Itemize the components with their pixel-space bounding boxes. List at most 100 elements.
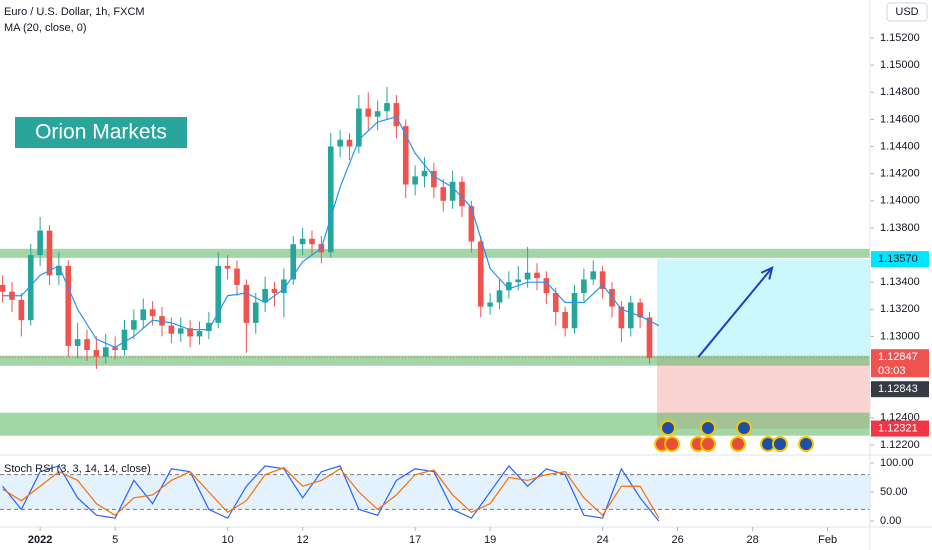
- candle-body: [112, 347, 118, 350]
- candle-body: [599, 271, 606, 289]
- y-tick-label: 1.14800: [880, 86, 920, 98]
- event-icons: [654, 420, 814, 452]
- candle-body: [618, 306, 625, 329]
- support-resistance-zone: [0, 248, 870, 258]
- candle-body: [402, 126, 409, 185]
- y-tick-label: 1.12200: [880, 439, 920, 451]
- currency-label[interactable]: USD: [895, 6, 918, 18]
- candle-body: [412, 176, 418, 185]
- stop-price-label-box: [871, 420, 929, 437]
- x-tick-label: 5: [112, 534, 118, 546]
- candle-body: [487, 302, 493, 307]
- candle-body: [74, 339, 81, 346]
- candle-body: [121, 329, 128, 350]
- candle-body: [168, 325, 175, 334]
- y-tick-label: 0.00: [880, 515, 901, 527]
- candle-body: [243, 284, 250, 323]
- candle-body: [581, 279, 587, 294]
- candle-body: [309, 238, 315, 245]
- candle-body: [46, 230, 53, 276]
- candle-body: [524, 272, 531, 280]
- candle-body: [65, 265, 72, 346]
- candle-body: [84, 339, 90, 350]
- x-tick-label: Feb: [818, 534, 837, 546]
- oscillator-title: Stoch RSI (3, 3, 14, 14, close): [4, 463, 151, 475]
- candle-body: [440, 187, 447, 201]
- candle-body: [215, 265, 222, 323]
- x-tick-label: 17: [409, 534, 421, 546]
- candle-body: [393, 103, 400, 127]
- candle-body: [271, 288, 278, 294]
- entry-price-label: 1.12847: [878, 351, 918, 363]
- candle-body: [496, 290, 503, 303]
- target-price-label: 1.13570: [878, 253, 918, 265]
- event-icon[interactable]: [772, 436, 788, 452]
- candle-body: [159, 316, 165, 326]
- candle-body: [37, 230, 43, 256]
- candle-body: [365, 108, 372, 117]
- x-tick-label: 12: [297, 534, 309, 546]
- candle-body: [0, 284, 6, 292]
- y-tick-label: 1.14400: [880, 140, 920, 152]
- candle-body: [27, 255, 34, 321]
- candle-body: [56, 265, 62, 276]
- candle-body: [337, 139, 343, 147]
- candle-body: [346, 139, 353, 147]
- stop-price-label: 1.12321: [878, 422, 918, 434]
- candle-body: [468, 206, 475, 242]
- watermark-box: [15, 117, 187, 148]
- y-tick-label: 1.14600: [880, 113, 920, 125]
- candle-body: [149, 309, 156, 317]
- candle-body: [206, 322, 212, 332]
- y-tick-label: 1.15000: [880, 59, 920, 71]
- oscillator-line: [2, 466, 660, 519]
- x-tick-label: 24: [597, 534, 609, 546]
- candle-body: [590, 271, 597, 280]
- y-tick-label: 1.15200: [880, 32, 920, 44]
- candle-body: [431, 170, 437, 188]
- candle-body: [459, 181, 465, 207]
- currency-badge[interactable]: [886, 2, 928, 22]
- oscillator-line: [2, 464, 660, 522]
- event-icon[interactable]: [736, 420, 752, 436]
- candle-body: [449, 181, 456, 201]
- chart-title: Euro / U.S. Dollar, 1h, FXCM: [4, 6, 145, 18]
- entry-price-label-box: [871, 349, 929, 378]
- y-tick-label: 1.14000: [880, 195, 920, 207]
- event-icon[interactable]: [730, 436, 746, 452]
- y-tick-label: 1.13000: [880, 330, 920, 342]
- candle-body: [646, 317, 653, 359]
- projection-arrow: [697, 267, 773, 358]
- y-tick-label: 1.13800: [880, 222, 920, 234]
- last-price-label: 1.12843: [878, 383, 918, 395]
- event-icon[interactable]: [700, 420, 716, 436]
- y-tick-label: 1.13200: [880, 303, 920, 315]
- x-tick-label: 10: [222, 534, 234, 546]
- candle-body: [131, 320, 137, 330]
- event-icon[interactable]: [700, 436, 716, 452]
- price-axis: 1.15200 1.15000 1.14800 1.14600 1.14400 1.142…: [870, 32, 929, 527]
- candle-body: [262, 288, 268, 303]
- y-tick-label: 1.14200: [880, 168, 920, 180]
- candle-body: [562, 312, 568, 329]
- candle-body: [506, 282, 512, 291]
- candle-body: [252, 302, 259, 323]
- candle-body: [299, 238, 306, 245]
- candle-body: [477, 241, 484, 307]
- candle-body: [18, 299, 25, 321]
- event-icon[interactable]: [664, 436, 680, 452]
- moving-average-line: [2, 115, 660, 348]
- plot-area: [0, 86, 870, 522]
- event-icon[interactable]: [660, 420, 676, 436]
- candle-body: [177, 328, 184, 334]
- candle-body: [196, 331, 203, 337]
- event-icon[interactable]: [798, 436, 814, 452]
- candle-body: [421, 170, 428, 177]
- x-tick-label: 28: [747, 534, 759, 546]
- candle-body: [374, 111, 381, 117]
- candle-body: [224, 265, 231, 269]
- y-tick-label: 100.00: [880, 457, 914, 469]
- y-tick-label: 50.00: [880, 486, 908, 498]
- candle-body: [290, 244, 297, 280]
